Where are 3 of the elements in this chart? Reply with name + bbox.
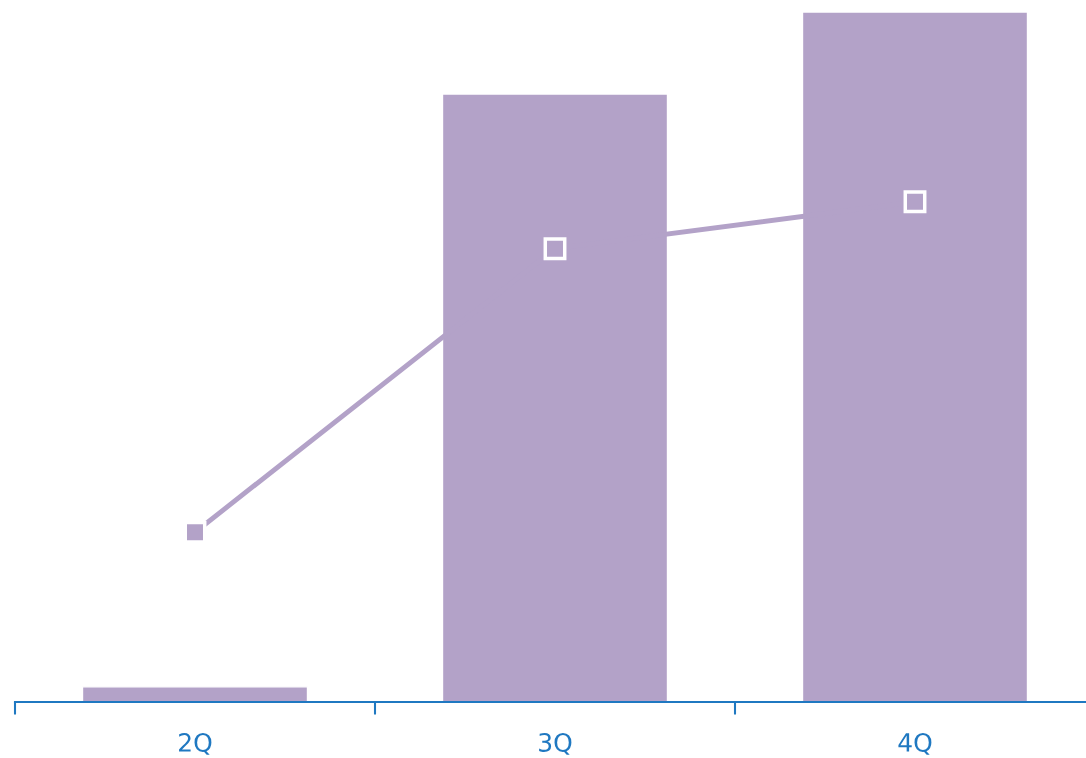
x-tick-label: 3Q bbox=[539, 733, 572, 755]
x-tick-label: 4Q bbox=[898, 733, 932, 755]
x-tick-label: 2Q bbox=[179, 733, 212, 755]
